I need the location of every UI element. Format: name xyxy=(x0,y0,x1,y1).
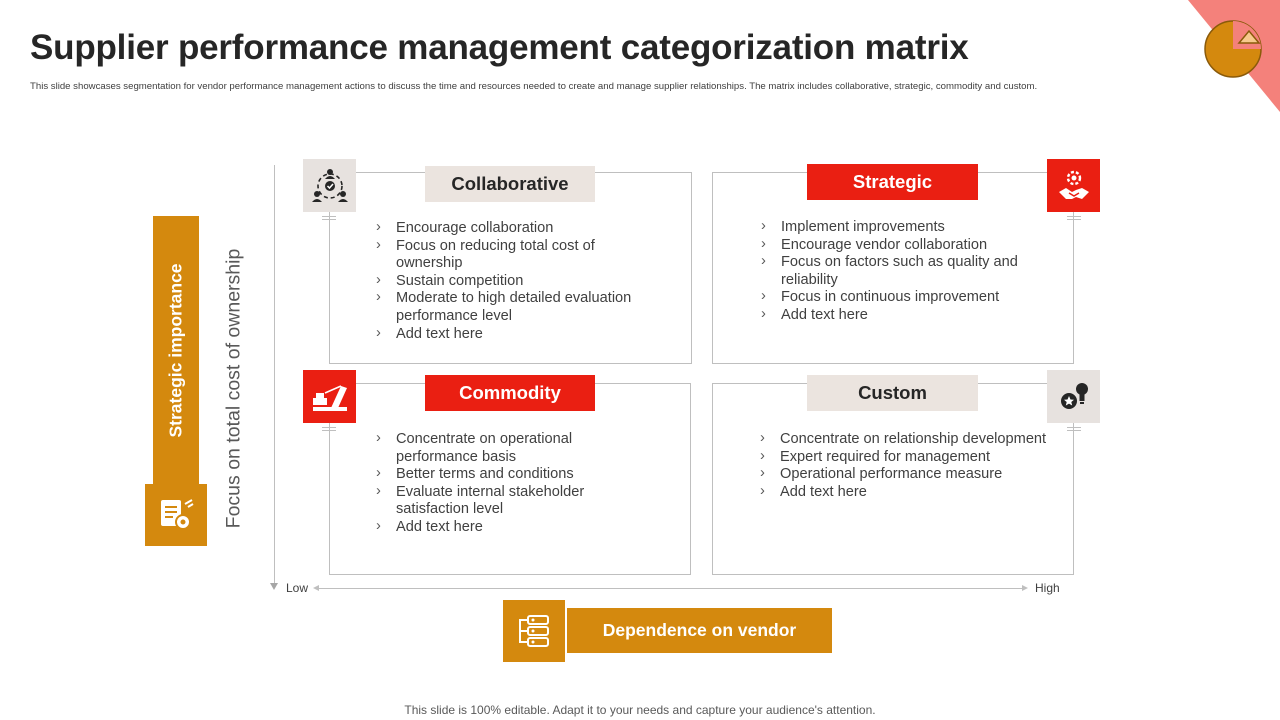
quadrant-strategic-iconbox xyxy=(1047,159,1100,212)
list-item: Implement improvements xyxy=(761,218,1041,237)
server-list-icon xyxy=(519,615,549,647)
list-item: Add text here xyxy=(376,518,646,537)
handshake-gear-icon xyxy=(1058,170,1089,199)
y-axis-line xyxy=(274,165,275,585)
list-item: Evaluate internal stakeholder satisfacti… xyxy=(376,483,646,519)
list-item: Encourage vendor collaboration xyxy=(761,236,1041,255)
list-item: Better terms and conditions xyxy=(376,465,646,484)
team-network-icon xyxy=(311,168,348,202)
y-axis-arrow xyxy=(270,583,278,590)
x-axis-low-label: Low xyxy=(286,581,309,595)
list-item: Concentrate on operational performance b… xyxy=(376,430,646,466)
page-subtitle: This slide showcases segmentation for ve… xyxy=(30,81,1038,92)
pie-chart-icon xyxy=(1204,20,1262,78)
award-lightbulb-icon xyxy=(1060,382,1088,409)
list-item: Add text here xyxy=(760,483,1060,502)
quadrant-strategic-label: Strategic xyxy=(807,164,978,200)
quadrant-commodity-label: Commodity xyxy=(425,375,595,411)
list-item: Expert required for management xyxy=(760,448,1060,467)
crane-cargo-icon xyxy=(312,384,347,411)
x-axis-arrow-right xyxy=(1022,585,1028,591)
list-item: Focus on factors such as quality and rel… xyxy=(761,253,1041,289)
y-axis-icon-box xyxy=(145,484,207,546)
quadrant-custom-label: Custom xyxy=(807,375,978,411)
list-item: Sustain competition xyxy=(376,272,646,291)
list-item: Moderate to high detailed evaluation per… xyxy=(376,289,646,325)
list-item: Focus on reducing total cost of ownershi… xyxy=(376,237,646,273)
x-axis-line xyxy=(318,588,1023,589)
quadrant-commodity-list: Concentrate on operational performance b… xyxy=(376,430,646,537)
quadrant-collaborative-iconbox xyxy=(303,159,356,212)
list-item: Operational performance measure xyxy=(760,465,1060,484)
list-item: Encourage collaboration xyxy=(376,219,646,238)
list-item: Add text here xyxy=(376,325,646,344)
page-title: Supplier performance management categori… xyxy=(30,28,969,67)
footer-note: This slide is 100% editable. Adapt it to… xyxy=(404,703,876,717)
x-axis-icon-box xyxy=(503,600,565,662)
quadrant-strategic-list: Implement improvements Encourage vendor … xyxy=(761,218,1041,325)
list-item: Concentrate on relationship development xyxy=(760,430,1060,449)
list-item: Focus in continuous improvement xyxy=(761,288,1041,307)
x-axis-bar-label: Dependence on vendor xyxy=(567,608,832,653)
quadrant-commodity-iconbox xyxy=(303,370,356,423)
list-item: Add text here xyxy=(761,306,1041,325)
quadrant-custom-iconbox xyxy=(1047,370,1100,423)
document-gear-icon xyxy=(161,499,194,530)
y-axis-bar xyxy=(153,216,199,484)
y-axis-title: Focus on total cost of ownership xyxy=(222,248,245,528)
y-axis-bar-label: Strategic importance xyxy=(165,262,186,438)
quadrant-custom-list: Concentrate on relationship development … xyxy=(760,430,1060,502)
quadrant-collaborative-label: Collaborative xyxy=(425,166,595,202)
x-axis-arrow-left xyxy=(313,585,319,591)
quadrant-collaborative-list: Encourage collaboration Focus on reducin… xyxy=(376,219,646,344)
x-axis-high-label: High xyxy=(1035,581,1060,595)
